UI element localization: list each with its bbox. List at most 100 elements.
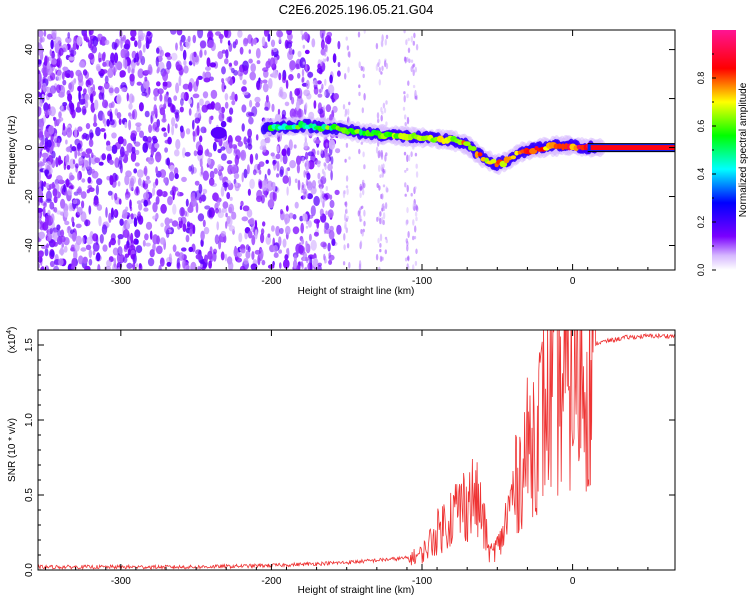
noise-cell: [58, 111, 62, 119]
noise-cell: [243, 258, 249, 265]
noise-cell: [41, 265, 45, 270]
noise-cell: [281, 109, 287, 118]
noise-cell: [332, 105, 338, 113]
noise-cell: [38, 231, 45, 240]
noise-cell: [195, 249, 202, 255]
noise-cell: [233, 172, 240, 179]
noise-cell: [384, 236, 388, 240]
noise-cell: [67, 32, 71, 39]
snr-x-axis-label: Height of straight line (km): [298, 585, 415, 596]
noise-cell: [253, 38, 257, 45]
noise-cell: [320, 176, 327, 185]
noise-cell: [245, 142, 248, 149]
noise-cell: [171, 220, 179, 227]
noise-cell: [38, 212, 41, 219]
noise-cell: [181, 176, 187, 183]
noise-cell: [76, 36, 83, 46]
noise-cell: [224, 101, 229, 109]
noise-cell: [288, 139, 293, 151]
noise-cell: [85, 244, 92, 251]
noise-cell: [45, 198, 52, 203]
noise-cell: [42, 82, 47, 93]
noise-cell: [378, 66, 381, 73]
noise-cell: [113, 257, 117, 268]
noise-cell: [137, 39, 142, 49]
noise-cell: [243, 168, 248, 179]
noise-cell: [265, 94, 269, 103]
noise-cell: [153, 95, 157, 102]
noise-cell: [38, 150, 41, 162]
noise-cell: [322, 105, 326, 111]
tone-core: [590, 145, 675, 151]
noise-cell: [269, 57, 276, 68]
noise-cell: [345, 185, 349, 189]
noise-cell: [305, 178, 309, 186]
noise-cell: [380, 114, 383, 122]
noise-cell: [108, 212, 112, 223]
noise-cell: [234, 154, 239, 166]
noise-cell: [199, 40, 207, 49]
noise-cell: [376, 216, 379, 222]
noise-cell: [301, 78, 304, 83]
noise-cell: [59, 235, 66, 243]
noise-cell: [404, 122, 407, 127]
noise-cell: [410, 35, 413, 43]
noise-cell: [217, 51, 224, 60]
noise-cell: [303, 256, 306, 261]
noise-cell: [127, 65, 131, 74]
y-tick-label: -40: [24, 238, 35, 253]
noise-cell: [406, 116, 410, 125]
colorbar: 0.0 0.2 0.4 0.6 0.8 Normalized spectral ampl…: [696, 30, 749, 276]
colorbar-tick-label: 0.8: [696, 72, 706, 85]
noise-cell: [41, 93, 45, 99]
noise-cell: [251, 235, 256, 246]
noise-cell: [130, 213, 134, 220]
noise-cell: [323, 253, 326, 261]
noise-cell: [204, 205, 211, 210]
noise-cell: [299, 155, 302, 163]
noise-cell: [220, 146, 226, 151]
noise-cell: [189, 228, 193, 237]
noise-cell: [209, 76, 214, 82]
noise-cell: [404, 169, 407, 173]
noise-cell: [212, 141, 217, 152]
noise-cell: [123, 43, 130, 50]
noise-cell: [138, 202, 143, 211]
noise-cell: [160, 203, 167, 214]
noise-cell: [147, 257, 155, 267]
noise-cell: [377, 118, 380, 124]
noise-cell: [225, 77, 231, 82]
noise-cell: [190, 196, 197, 207]
noise-cell: [207, 250, 213, 260]
noise-cell: [317, 172, 321, 180]
noise-cell: [345, 175, 349, 182]
noise-cell: [38, 188, 43, 198]
noise-cell: [90, 86, 93, 93]
noise-cell: [279, 227, 284, 235]
noise-cell: [407, 154, 411, 162]
noise-cell: [362, 73, 365, 79]
noise-cell: [278, 72, 282, 81]
noise-cell: [285, 41, 293, 49]
noise-cell: [156, 189, 163, 197]
noise-cell: [241, 216, 249, 222]
noise-cell: [320, 39, 325, 50]
noise-cell: [403, 30, 406, 34]
noise-cell: [288, 74, 294, 81]
noise-cell: [408, 58, 411, 64]
noise-cell: [88, 258, 93, 266]
noise-cell: [76, 101, 80, 112]
noise-cell: [301, 68, 305, 77]
noise-cell: [175, 112, 180, 122]
noise-cell: [109, 111, 113, 122]
noise-cell: [265, 235, 272, 245]
noise-cell: [163, 177, 167, 184]
noise-cell: [382, 168, 385, 173]
noise-cell: [148, 140, 152, 150]
noise-cell: [378, 58, 381, 65]
noise-cell: [197, 213, 205, 222]
noise-cell: [325, 210, 328, 216]
noise-cell: [124, 59, 128, 70]
noise-cell: [286, 186, 289, 196]
noise-cell: [181, 247, 187, 252]
